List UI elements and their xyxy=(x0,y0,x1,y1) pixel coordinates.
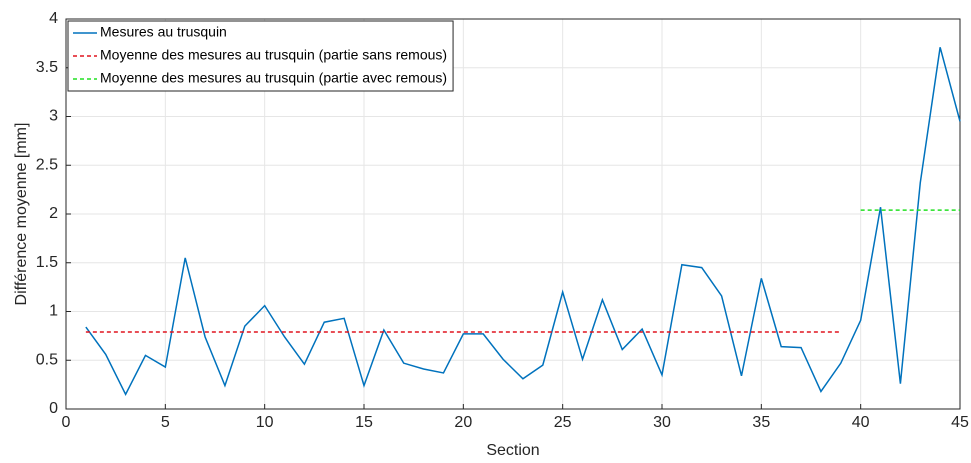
x-tick-label: 20 xyxy=(454,414,472,431)
x-tick-label: 25 xyxy=(554,414,572,431)
legend-label: Moyenne des mesures au trusquin (partie … xyxy=(100,70,447,86)
y-axis-label: Différence moyenne [mm] xyxy=(13,123,30,306)
y-tick-label: 4 xyxy=(49,10,58,27)
y-tick-label: 1 xyxy=(49,303,58,320)
y-tick-label: 2.5 xyxy=(36,156,58,173)
legend: Mesures au trusquin Moyenne des mesures a… xyxy=(67,20,454,92)
x-tick-label: 45 xyxy=(951,414,969,431)
y-tick-label: 3.5 xyxy=(36,59,58,76)
y-tick-label: 1.5 xyxy=(36,254,58,271)
y-tick-label: 3 xyxy=(49,108,58,125)
y-tick-label: 0.5 xyxy=(36,351,58,368)
y-tick-label: 2 xyxy=(49,205,58,222)
x-tick-label: 15 xyxy=(355,414,373,431)
legend-label: Mesures au trusquin xyxy=(100,24,227,40)
x-tick-label: 30 xyxy=(653,414,671,431)
legend-box xyxy=(67,20,454,92)
y-tick-label: 0 xyxy=(49,400,58,417)
series-line xyxy=(85,47,961,397)
x-tick-label: 0 xyxy=(62,414,71,431)
x-tick-label: 5 xyxy=(161,414,170,431)
x-axis-label: Section xyxy=(486,442,539,459)
legend-label: Moyenne des mesures au trusquin (partie … xyxy=(100,47,447,63)
x-tick-label: 10 xyxy=(256,414,274,431)
x-tick-label: 40 xyxy=(852,414,870,431)
x-tick-label: 35 xyxy=(752,414,770,431)
axes-box xyxy=(65,18,961,410)
